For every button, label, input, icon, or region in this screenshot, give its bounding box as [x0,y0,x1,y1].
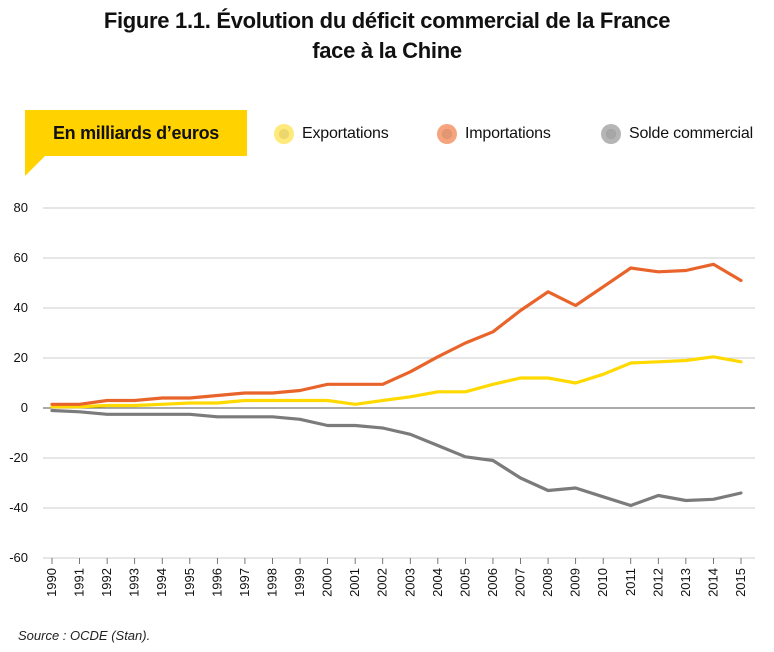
x-tick-label: 2007 [513,568,528,597]
x-tick-label: 2008 [540,568,555,597]
y-tick-label: 60 [14,250,28,265]
x-tick-label: 2006 [485,568,500,597]
y-tick-label: -40 [9,500,28,515]
legend-label-exports: Exportations [302,125,389,142]
x-tick-label: 2001 [347,568,362,597]
source-note: Source : OCDE (Stan). [18,628,151,643]
y-tick-label: 0 [21,400,28,415]
y-tick-label: 40 [14,300,28,315]
series-line-exports [50,355,743,409]
chart-title-line1: Figure 1.1. Évolution du déficit commerc… [103,8,671,33]
unit-label-box [25,110,247,156]
x-tick-label: 1995 [182,568,197,597]
x-tick-label: 1993 [127,568,142,597]
x-tick-label: 2010 [595,568,610,597]
x-tick-label: 2002 [375,568,390,597]
x-tick-label: 2009 [568,568,583,597]
x-tick-label: 2013 [678,568,693,597]
legend-label-balance: Solde commercial [629,125,753,142]
x-tick-label: 2014 [705,568,720,597]
y-tick-label: -20 [9,450,28,465]
x-tick-label: 2003 [402,568,417,597]
legend-marker-exports-icon [274,124,294,144]
x-tick-label: 2011 [623,568,638,596]
legend-item-exports: Exportations [274,122,389,146]
y-tick-label: 20 [14,350,28,365]
y-tick-label: 80 [14,200,28,215]
chart-title: Figure 1.1. Évolution du déficit commerc… [0,6,774,66]
x-tick-label: 1997 [237,568,252,597]
chart-title-line2: face à la Chine [312,38,462,63]
x-tick-label: 1992 [99,568,114,597]
x-tick-label: 1990 [44,568,59,597]
x-tick-label: 1998 [264,568,279,597]
unit-label: En milliards d’euros [52,123,220,143]
y-tick-label: -60 [9,550,28,565]
unit-label-notch [25,156,45,176]
legend-marker-balance-icon [601,124,621,144]
x-tick-label: 2004 [430,568,445,597]
legend-item-imports: Importations [437,122,551,146]
x-tick-label: 2012 [650,568,665,597]
series-line-balance [50,408,743,508]
series-line-imports [50,262,743,406]
x-tick-label: 2000 [320,568,335,597]
x-tick-label: 2005 [457,568,472,597]
legend-label-imports: Importations [465,125,551,142]
x-tick-label: 1996 [209,568,224,597]
legend-marker-imports-icon [437,124,457,144]
x-tick-label: 1999 [292,568,307,597]
legend-item-balance: Solde commercial [601,122,753,146]
x-tick-label: 2015 [733,568,748,597]
x-tick-label: 1994 [154,568,169,597]
x-tick-label: 1991 [72,568,87,597]
